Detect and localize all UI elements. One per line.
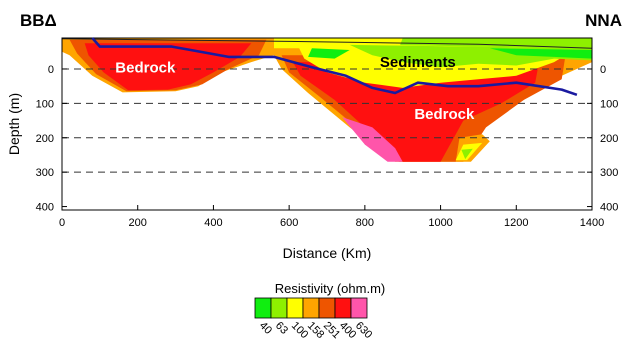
region-sediments-green-left: [308, 48, 350, 59]
x-tick-label-7: 1400: [580, 217, 604, 229]
x-tick-label-2: 400: [204, 217, 222, 229]
y-axis-left: 0 100 200 300 400: [36, 64, 67, 214]
y-left-tick-label-2: 200: [36, 133, 54, 145]
y-right-tick-label-1: 100: [600, 98, 618, 110]
left-station-label: BBΔ: [20, 11, 57, 30]
legend-label-4: 251: [321, 320, 342, 341]
surface-topography-line: [62, 38, 592, 49]
right-station-label: NNA: [585, 11, 622, 30]
legend-swatch-3: [302, 297, 320, 319]
x-tick-label-3: 600: [280, 217, 298, 229]
legend-label-0: 40: [257, 320, 274, 337]
annotation-sediments-1: Sediments: [380, 54, 456, 71]
legend-label-1: 63: [273, 320, 290, 337]
y-axis-right: 0 100 200 300 400: [587, 64, 618, 214]
y-right-tick-label-0: 0: [600, 64, 606, 76]
legend-swatch-2: [286, 297, 304, 319]
annotations: Bedrock Sediments Bedrock: [115, 54, 475, 123]
legend-swatch-1: [270, 297, 288, 319]
reference-depth-lines: [62, 68, 592, 173]
legend-title: Resistivity (ohm.m): [275, 281, 386, 296]
legend-swatch-6: [350, 297, 368, 319]
legend-label-6: 630: [353, 320, 374, 341]
y-right-tick-label-3: 300: [600, 167, 618, 179]
sediment-bedrock-boundary-line: [91, 37, 578, 97]
plot-frame: [61, 37, 593, 211]
legend-swatch-0: [254, 297, 272, 319]
x-axis-label: Distance (Km): [283, 245, 372, 261]
y-right-tick-label-2: 200: [600, 133, 618, 145]
x-tick-label-5: 1000: [428, 217, 452, 229]
region-sediments-green: [489, 48, 592, 59]
x-tick-label-4: 800: [356, 217, 374, 229]
annotation-bedrock-2: Bedrock: [414, 106, 475, 123]
x-tick-label-0: 0: [59, 217, 65, 229]
x-tick-label-1: 200: [129, 217, 147, 229]
legend-swatch-5: [334, 297, 352, 319]
x-tick-label-6: 1200: [504, 217, 528, 229]
y-right-tick-label-4: 400: [600, 202, 618, 214]
legend-label-3: 158: [305, 320, 326, 341]
legend-label-2: 100: [289, 320, 310, 341]
y-axis-label: Depth (m): [6, 93, 22, 155]
resistivity-section: [62, 38, 592, 162]
y-left-tick-label-4: 400: [36, 202, 54, 214]
legend-swatch-4: [318, 297, 336, 319]
x-axis: 0 200 400 600 800 1000 1200 1400: [59, 205, 604, 229]
annotation-bedrock-0: Bedrock: [115, 59, 176, 76]
y-left-tick-label-3: 300: [36, 167, 54, 179]
region-right-deep-green: [461, 148, 473, 160]
legend-label-5: 400: [337, 320, 358, 341]
region-right-pink: [342, 117, 403, 162]
y-left-tick-label-0: 0: [48, 64, 54, 76]
region-left-red: [84, 43, 252, 91]
y-left-tick-label-1: 100: [36, 98, 54, 110]
